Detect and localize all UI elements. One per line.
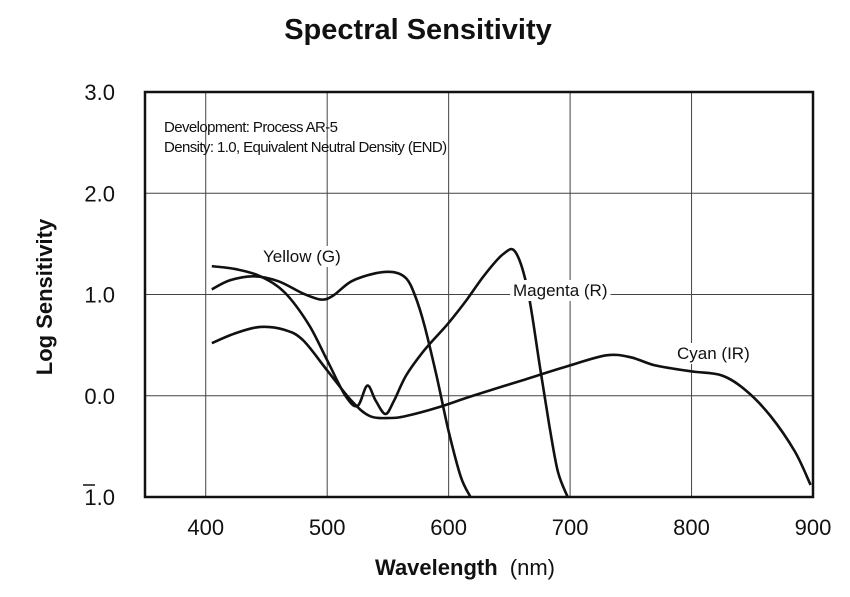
y-tick-label: 1.0 <box>84 283 115 308</box>
annotation-development: Development: Process AR-5 <box>164 119 338 136</box>
series-label-magenta-r: Magenta (R) <box>513 281 607 300</box>
plot-frame <box>143 90 815 499</box>
y-tick-label: 3.0 <box>84 80 115 105</box>
series-label-cyan-ir: Cyan (IR) <box>677 344 750 363</box>
x-axis-label: Wavelength (nm) <box>375 555 555 580</box>
y-tick-label: 0.0 <box>84 384 115 409</box>
y-tick-label: 2.0 <box>84 181 115 206</box>
series-label-yellow-g: Yellow (G) <box>263 247 341 266</box>
x-axis-label-text: Wavelength <box>375 555 498 580</box>
y-axis-label: Log Sensitivity <box>32 218 57 375</box>
annotation-density: Density: 1.0, Equivalent Neutral Density… <box>164 139 447 156</box>
grid-layer <box>145 92 813 497</box>
chart-title: Spectral Sensitivity <box>284 14 552 46</box>
series-line-yellow-g <box>211 270 472 498</box>
series-line-cyan-ir <box>211 325 812 486</box>
series-label-bg <box>510 280 611 301</box>
x-axis-unit: (nm) <box>510 555 555 580</box>
y-tick-label: 1.0 <box>84 485 115 510</box>
series-label-bg <box>260 246 344 267</box>
tick-label-layer: 400 500 600 700 800 900 3.0 2.0 1.0 0.0 1.0 <box>83 80 831 540</box>
x-tick-label: 500 <box>309 515 346 540</box>
x-tick-label: 600 <box>430 515 467 540</box>
series-layer: Yellow (G) Magenta (R) Cyan (IR) <box>211 246 812 498</box>
x-tick-label: 800 <box>673 515 710 540</box>
x-tick-label: 700 <box>552 515 589 540</box>
series-label-bg <box>674 343 753 364</box>
x-tick-label: 900 <box>795 515 832 540</box>
x-tick-label: 400 <box>187 515 224 540</box>
